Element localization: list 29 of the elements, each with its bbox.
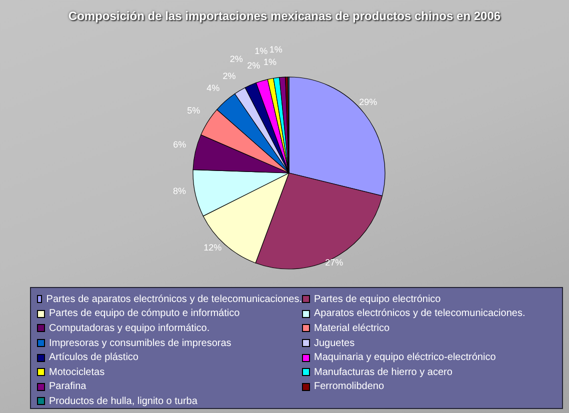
data-label: 2% — [222, 71, 236, 82]
data-label: 8% — [172, 186, 186, 196]
legend-label: Partes de aparatos electrónicos y de telecomunicaciones. — [46, 294, 302, 305]
legend-label: Material eléctrico — [314, 322, 390, 334]
chart-title: Composición de las importaciones mexicanas de productos chinos en 2006 — [67, 9, 502, 23]
data-label: 1% — [254, 46, 268, 56]
data-label: 2% — [247, 60, 260, 70]
data-label: 4% — [206, 82, 220, 93]
legend-label: Maquinaria y equipo eléctrico-electrónico — [314, 352, 496, 364]
legend-label: Manufacturas de hierro y acero — [314, 366, 452, 378]
data-label: 1% — [264, 56, 277, 67]
legend-label: Juguetes — [314, 338, 355, 349]
legend-label: Parafina — [49, 381, 86, 392]
legend-label: Ferromolibdeno — [314, 381, 384, 392]
legend-label: Motocicletas — [49, 366, 105, 378]
data-label: 2% — [230, 54, 243, 64]
legend-label: Computadoras y equipo informático. — [49, 322, 210, 334]
data-label: 29% — [359, 96, 378, 107]
data-label: 5% — [187, 106, 200, 116]
data-label: 12% — [204, 242, 222, 253]
data-label: 27% — [325, 258, 344, 268]
data-label: 6% — [173, 139, 186, 150]
legend-label: Partes de equipo de cómputo e informático — [49, 308, 240, 320]
data-label: 1% — [269, 44, 282, 54]
legend-label: Partes de equipo electrónico — [314, 294, 441, 305]
legend-label: Productos de hulla, lignito o turba — [49, 396, 198, 407]
legend-label: Impresoras y consumibles de impresoras — [49, 338, 232, 349]
legend-label: Aparatos electrónicos y de telecomunicaciones. — [314, 308, 526, 320]
legend-label: Artículos de plástico — [49, 352, 138, 364]
